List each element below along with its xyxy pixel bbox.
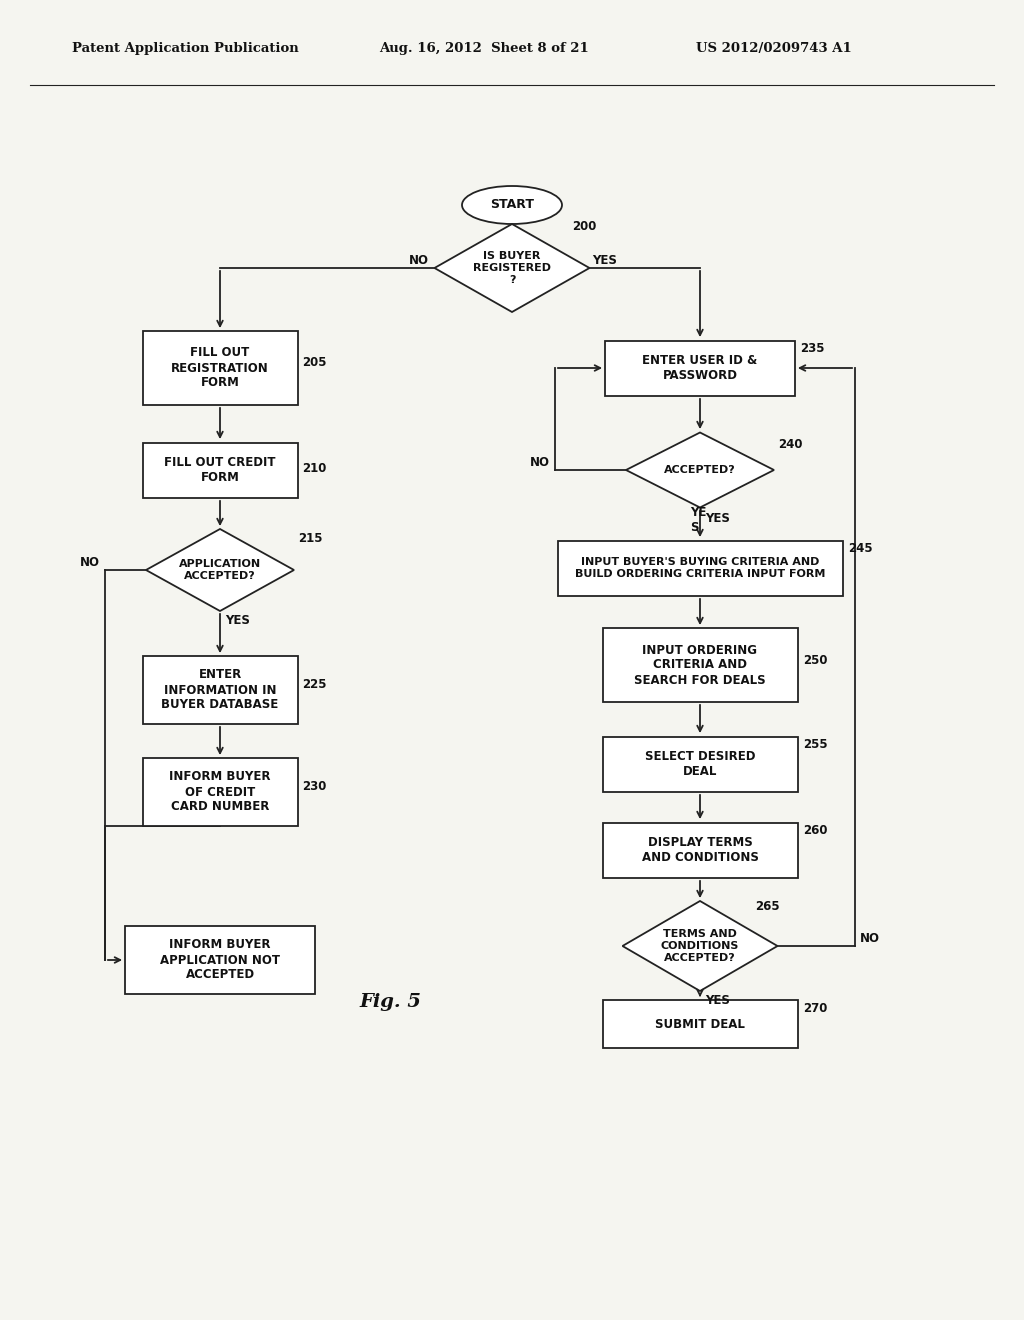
Bar — [602, 737, 798, 792]
Text: 270: 270 — [803, 1002, 827, 1015]
Ellipse shape — [462, 186, 562, 224]
Text: IS BUYER
REGISTERED
?: IS BUYER REGISTERED ? — [473, 251, 551, 285]
Bar — [602, 628, 798, 702]
Text: 250: 250 — [803, 653, 827, 667]
Text: 245: 245 — [848, 541, 872, 554]
Bar — [142, 758, 298, 826]
Text: Patent Application Publication: Patent Application Publication — [72, 42, 298, 55]
Text: INPUT BUYER'S BUYING CRITERIA AND
BUILD ORDERING CRITERIA INPUT FORM: INPUT BUYER'S BUYING CRITERIA AND BUILD … — [574, 557, 825, 578]
Text: YE
S: YE S — [690, 506, 707, 535]
Text: SELECT DESIRED
DEAL: SELECT DESIRED DEAL — [645, 750, 756, 777]
Text: FILL OUT CREDIT
FORM: FILL OUT CREDIT FORM — [164, 455, 275, 484]
Text: Fig. 5: Fig. 5 — [359, 993, 421, 1011]
Polygon shape — [623, 902, 777, 991]
Text: YES: YES — [592, 253, 616, 267]
Bar — [602, 822, 798, 878]
Bar — [605, 341, 795, 396]
Text: YES: YES — [705, 994, 730, 1007]
Text: DISPLAY TERMS
AND CONDITIONS: DISPLAY TERMS AND CONDITIONS — [642, 836, 759, 865]
Text: YES: YES — [705, 511, 730, 524]
Text: ENTER USER ID &
PASSWORD: ENTER USER ID & PASSWORD — [642, 354, 758, 381]
Text: YES: YES — [225, 614, 250, 627]
Text: 200: 200 — [572, 219, 596, 232]
Bar — [142, 331, 298, 405]
Text: APPLICATION
ACCEPTED?: APPLICATION ACCEPTED? — [179, 560, 261, 581]
Text: INFORM BUYER
OF CREDIT
CARD NUMBER: INFORM BUYER OF CREDIT CARD NUMBER — [169, 771, 270, 813]
Polygon shape — [434, 224, 590, 312]
Text: 230: 230 — [302, 780, 327, 793]
Text: 210: 210 — [302, 462, 327, 474]
Bar — [125, 927, 315, 994]
Text: 225: 225 — [302, 678, 327, 692]
Text: 260: 260 — [803, 824, 827, 837]
Bar — [602, 1001, 798, 1048]
Text: ACCEPTED?: ACCEPTED? — [665, 465, 736, 475]
Text: START: START — [490, 198, 534, 211]
Text: 255: 255 — [803, 738, 827, 751]
Text: 265: 265 — [755, 899, 779, 912]
Text: NO: NO — [80, 556, 100, 569]
Polygon shape — [626, 433, 774, 507]
Text: 240: 240 — [778, 437, 803, 450]
Bar — [142, 656, 298, 723]
Text: 205: 205 — [302, 356, 327, 370]
Text: SUBMIT DEAL: SUBMIT DEAL — [655, 1018, 744, 1031]
Text: INFORM BUYER
APPLICATION NOT
ACCEPTED: INFORM BUYER APPLICATION NOT ACCEPTED — [160, 939, 280, 982]
Polygon shape — [146, 529, 294, 611]
Bar — [142, 442, 298, 498]
Text: FILL OUT
REGISTRATION
FORM: FILL OUT REGISTRATION FORM — [171, 346, 269, 389]
Text: US 2012/0209743 A1: US 2012/0209743 A1 — [696, 42, 852, 55]
Text: NO: NO — [860, 932, 880, 945]
Text: INPUT ORDERING
CRITERIA AND
SEARCH FOR DEALS: INPUT ORDERING CRITERIA AND SEARCH FOR D… — [634, 644, 766, 686]
Bar — [557, 540, 843, 595]
Text: Aug. 16, 2012  Sheet 8 of 21: Aug. 16, 2012 Sheet 8 of 21 — [379, 42, 589, 55]
Text: NO: NO — [409, 253, 429, 267]
Text: TERMS AND
CONDITIONS
ACCEPTED?: TERMS AND CONDITIONS ACCEPTED? — [660, 929, 739, 962]
Text: 235: 235 — [800, 342, 824, 355]
Text: ENTER
INFORMATION IN
BUYER DATABASE: ENTER INFORMATION IN BUYER DATABASE — [162, 668, 279, 711]
Text: NO: NO — [530, 455, 550, 469]
Text: 215: 215 — [298, 532, 323, 544]
